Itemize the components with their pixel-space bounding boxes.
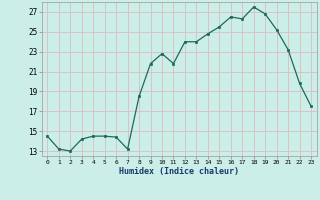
X-axis label: Humidex (Indice chaleur): Humidex (Indice chaleur)	[119, 167, 239, 176]
